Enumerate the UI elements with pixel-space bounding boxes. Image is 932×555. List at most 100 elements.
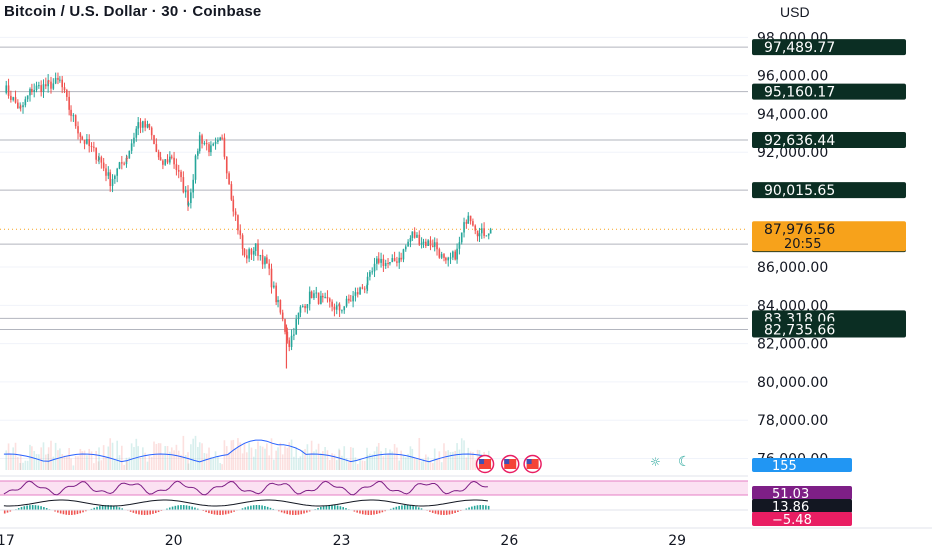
x-tick-label: 26 xyxy=(500,533,518,549)
candle-body xyxy=(367,277,369,285)
volume-bar xyxy=(466,457,468,470)
candle-body xyxy=(153,135,155,144)
candle-body xyxy=(329,298,331,301)
volume-bar xyxy=(61,454,63,470)
candle-body xyxy=(313,293,315,298)
macd-histogram-bar xyxy=(172,507,174,510)
event-badges[interactable]: ☼☾ xyxy=(477,454,691,473)
volume-bar xyxy=(195,436,197,470)
macd-histogram-bar xyxy=(102,505,104,510)
volume-bar xyxy=(190,444,192,470)
macd-histogram-bar xyxy=(189,506,191,510)
volume-bar xyxy=(84,451,86,470)
candle-body xyxy=(443,254,445,258)
volume-bar xyxy=(197,447,199,470)
volume-bar xyxy=(275,451,277,470)
volume-bar xyxy=(277,447,279,470)
volume-bar xyxy=(362,461,364,470)
candle-body xyxy=(454,252,456,260)
candle-body xyxy=(25,99,27,105)
macd-histogram-bar xyxy=(258,505,260,510)
candle-body xyxy=(116,169,118,176)
candle-body xyxy=(403,249,405,259)
macd-histogram-bar xyxy=(451,510,453,514)
volume-bar xyxy=(268,455,270,470)
candle-body xyxy=(463,222,465,232)
volume-bar xyxy=(295,447,297,470)
candle-body xyxy=(101,157,103,162)
volume-bar xyxy=(59,448,61,470)
volume-bar xyxy=(206,454,208,470)
candle-body xyxy=(486,235,488,236)
volume-bar xyxy=(164,446,166,470)
candle-body xyxy=(103,163,105,169)
candle-body xyxy=(12,97,14,100)
candle-body xyxy=(481,228,483,233)
candle-body xyxy=(129,151,131,159)
candle-body xyxy=(84,140,86,144)
candle-body xyxy=(380,259,382,263)
volume-bar xyxy=(341,456,343,470)
volume-layer xyxy=(4,436,492,470)
macd-histogram-bar xyxy=(340,506,342,510)
candle-body xyxy=(176,164,178,170)
candle-body xyxy=(315,293,317,294)
macd-histogram-bar xyxy=(99,506,101,510)
macd-histogram-bar xyxy=(440,510,442,515)
volume-bar xyxy=(315,450,317,470)
volume-bar xyxy=(371,454,373,470)
macd-histogram-bar xyxy=(222,510,224,515)
candle-body xyxy=(257,243,259,255)
candle-body xyxy=(324,297,326,298)
candle-body xyxy=(302,306,304,307)
candle-body xyxy=(22,105,24,107)
volume-bar xyxy=(253,457,255,470)
volume-bar xyxy=(474,460,476,470)
candle-body xyxy=(400,258,402,260)
macd-histogram-bar xyxy=(225,510,227,514)
volume-bar xyxy=(199,442,201,470)
volume-bar xyxy=(463,440,465,470)
volume-bar xyxy=(204,453,206,470)
price-axis[interactable]: 98,000.0096,000.0094,000.0092,000.0086,0… xyxy=(752,30,906,528)
macd-histogram-bar xyxy=(250,506,252,510)
candle-body xyxy=(114,176,116,179)
candle-body xyxy=(29,89,31,95)
candle-body xyxy=(490,229,492,233)
candle-body xyxy=(467,216,469,224)
candle-body xyxy=(309,292,311,304)
macd-histogram-bar xyxy=(135,510,137,514)
volume-bar xyxy=(103,445,105,470)
candle-body xyxy=(343,306,345,310)
currency-label[interactable]: USD xyxy=(780,4,810,20)
candle-body xyxy=(450,258,452,259)
candle-body xyxy=(8,85,10,95)
macd-histogram-bar xyxy=(410,505,412,510)
moon-session-icon: ☾ xyxy=(678,454,691,470)
candle-body xyxy=(242,235,244,249)
macd-histogram-bar xyxy=(180,505,182,510)
volume-bar xyxy=(339,450,341,470)
volume-bar xyxy=(322,451,324,470)
candle-body xyxy=(237,215,239,230)
volume-bar xyxy=(357,464,359,470)
candle-body xyxy=(86,139,88,144)
macd-histogram-value: −5.48 xyxy=(772,513,812,528)
candle-body xyxy=(185,190,187,192)
volume-bar xyxy=(454,451,456,470)
volume-bar xyxy=(40,447,42,470)
candle-body xyxy=(334,307,336,310)
volume-bar xyxy=(17,457,19,470)
candle-body xyxy=(40,85,42,92)
volume-bar xyxy=(43,442,45,470)
candle-body xyxy=(304,306,306,308)
volume-bar xyxy=(389,450,391,470)
volume-bar xyxy=(121,446,123,470)
candle-body xyxy=(162,161,164,165)
flag-canton xyxy=(479,459,484,464)
candle-body xyxy=(144,121,146,127)
candle-body xyxy=(70,110,72,116)
volume-bar xyxy=(153,442,155,470)
